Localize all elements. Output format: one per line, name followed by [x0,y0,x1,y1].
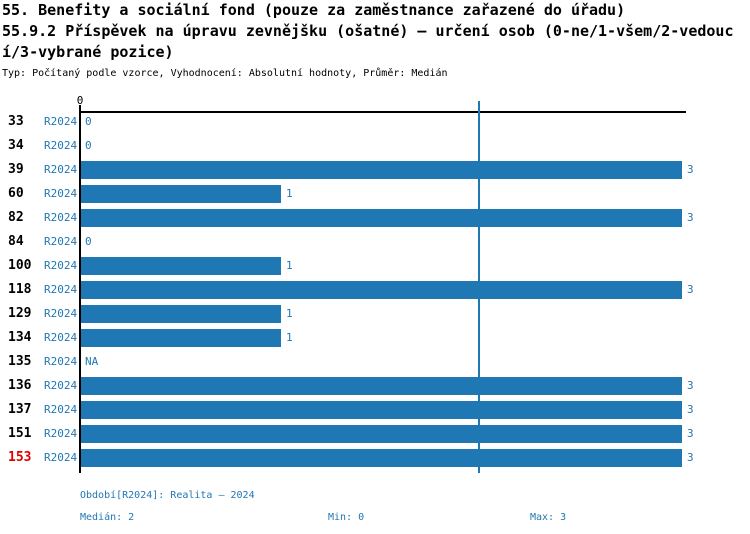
row-number: 151 [8,426,32,441]
row-period-label: R2024 [44,283,78,296]
footer-min-stat: Min: 0 [328,512,365,523]
bar [81,329,281,347]
row-number: 84 [8,234,24,249]
row-period-label: R2024 [44,307,78,320]
row-period-label: R2024 [44,259,78,272]
footer-period-note: Období[R2024]: Realita – 2024 [80,490,255,501]
bar-value-label: 3 [687,283,694,296]
bar-value-label: 3 [687,451,694,464]
row-number: 135 [8,354,32,369]
bar-value-label: 3 [687,379,694,392]
bar-value-label: 1 [286,259,293,272]
bar-value-label: 1 [286,187,293,200]
footer-median-stat: Medián: 2 [80,512,135,523]
bar [81,425,682,443]
row-number: 129 [8,306,32,321]
x-axis-tick-zero: 0 [76,94,84,107]
row-period-label: R2024 [44,139,78,152]
bar [81,209,682,227]
row-number: 137 [8,402,32,417]
row-period-label: R2024 [44,115,78,128]
y-axis-line [79,105,81,473]
bar-value-label: 3 [687,403,694,416]
row-number: 100 [8,258,32,273]
bar-value-label: 1 [286,331,293,344]
row-number: 33 [8,114,24,129]
row-number: 153 [8,450,32,465]
row-period-label: R2024 [44,163,78,176]
bar-value-label: 0 [85,139,92,152]
bar-value-label: 0 [85,115,92,128]
row-period-label: R2024 [44,451,78,464]
row-number: 136 [8,378,32,393]
bar-value-label: 3 [687,427,694,440]
row-number: 82 [8,210,24,225]
bar [81,449,682,467]
bar [81,305,281,323]
bar [81,401,682,419]
bar-value-label: NA [85,355,99,368]
chart-meta-subtitle: Typ: Počítaný podle vzorce, Vyhodnocení:… [2,68,448,79]
row-number: 34 [8,138,24,153]
row-period-label: R2024 [44,187,78,200]
row-number: 134 [8,330,32,345]
bar-value-label: 3 [687,211,694,224]
row-period-label: R2024 [44,379,78,392]
bar [81,377,682,395]
row-period-label: R2024 [44,355,78,368]
footer-max-stat: Max: 3 [530,512,567,523]
bar [81,185,281,203]
row-period-label: R2024 [44,403,78,416]
row-period-label: R2024 [44,427,78,440]
row-number: 118 [8,282,32,297]
row-period-label: R2024 [44,331,78,344]
row-number: 39 [8,162,24,177]
page-title-line2: 55.9.2 Příspěvek na úpravu zevnějšku (oš… [2,22,734,40]
page-title-line3: í/3-vybrané pozice) [2,43,174,61]
bar-value-label: 3 [687,163,694,176]
row-number: 60 [8,186,24,201]
page-title-line1: 55. Benefity a sociální fond (pouze za z… [2,1,626,19]
x-axis-line [79,111,686,113]
bar-value-label: 1 [286,307,293,320]
bar [81,257,281,275]
bar-value-label: 0 [85,235,92,248]
bar [81,281,682,299]
row-period-label: R2024 [44,211,78,224]
row-period-label: R2024 [44,235,78,248]
bar [81,161,682,179]
